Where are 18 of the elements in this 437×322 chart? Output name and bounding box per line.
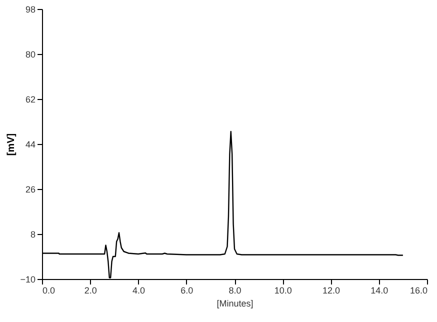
y-tick-label: 98 [25,4,36,14]
x-tick-label: 4.0 [132,286,146,296]
y-tick-label: 80 [25,50,36,60]
y-tick-label: 26 [25,184,36,194]
y-axis-title: [mV] [6,133,18,156]
x-tick-label: 6.0 [180,286,194,296]
x-tick-label: 12.0 [322,286,340,296]
y-tick-label: −10 [20,274,36,284]
y-tick-label: 44 [25,140,36,150]
x-tick-label: 10.0 [274,286,292,296]
x-tick-label: 0.0 [42,286,56,296]
y-tick-label: 8 [30,230,36,240]
y-tick-label: 62 [25,94,36,104]
x-axis-title: [Minutes] [216,298,254,308]
x-tick-label: 14.0 [370,286,388,296]
x-tick-label: 8.0 [228,286,242,296]
x-tick-label: 2.0 [84,286,97,296]
x-tick-label: 16.0 [410,286,428,296]
